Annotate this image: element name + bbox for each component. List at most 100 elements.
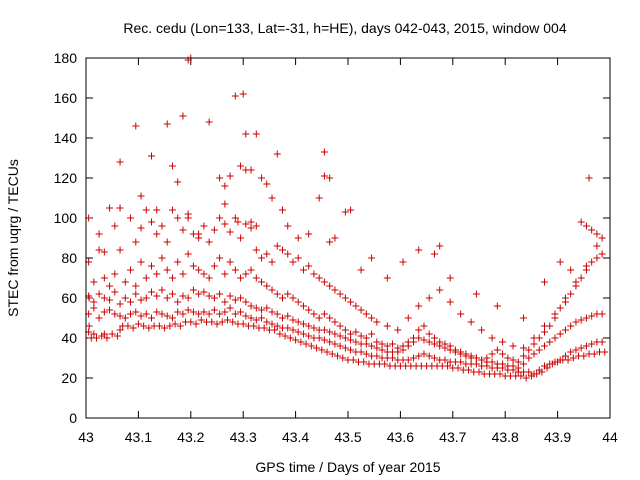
data-point	[598, 234, 606, 242]
data-point	[179, 310, 187, 318]
data-point	[360, 358, 368, 366]
data-point	[168, 314, 176, 322]
data-point	[95, 314, 103, 322]
data-point	[168, 274, 176, 282]
data-point	[441, 356, 449, 364]
data-point	[373, 352, 381, 360]
data-point	[134, 320, 142, 328]
data-point	[381, 360, 389, 368]
data-point	[530, 350, 538, 358]
data-point	[299, 320, 307, 328]
data-point	[362, 340, 370, 348]
data-point	[472, 360, 480, 368]
data-point	[263, 250, 271, 258]
data-point	[451, 346, 459, 354]
data-point	[373, 338, 381, 346]
data-point	[95, 290, 103, 298]
data-point	[252, 274, 260, 282]
data-point	[184, 214, 192, 222]
data-point	[90, 304, 98, 312]
data-point	[210, 306, 218, 314]
data-point	[100, 294, 108, 302]
data-point	[336, 322, 344, 330]
data-point	[148, 218, 155, 226]
data-point	[436, 286, 444, 294]
data-point	[404, 356, 412, 364]
data-point	[205, 274, 213, 282]
data-point	[588, 340, 596, 348]
data-point	[320, 148, 328, 156]
data-point	[378, 346, 386, 354]
plot-frame	[85, 57, 611, 419]
data-point	[281, 332, 289, 340]
data-point	[585, 174, 593, 182]
data-point	[373, 318, 381, 326]
data-point	[362, 350, 370, 358]
data-point	[284, 250, 292, 258]
data-point	[205, 310, 213, 318]
data-point	[444, 362, 452, 370]
data-point	[425, 338, 433, 346]
data-point	[252, 246, 260, 254]
data-point	[221, 220, 229, 228]
data-point	[239, 90, 247, 98]
data-point	[567, 348, 575, 356]
data-point	[514, 364, 522, 372]
data-point	[331, 340, 339, 348]
data-point	[289, 258, 297, 266]
data-point	[137, 192, 145, 200]
data-point	[561, 294, 569, 302]
data-point	[520, 352, 528, 360]
data-point	[530, 340, 538, 348]
data-point	[200, 308, 208, 316]
data-point	[127, 266, 135, 274]
data-point	[289, 326, 297, 334]
data-point	[305, 306, 313, 314]
y-tick-label: 20	[61, 370, 77, 386]
data-point	[221, 200, 229, 208]
data-point	[247, 314, 255, 322]
x-tick-label: 43.1	[125, 429, 152, 445]
data-point	[399, 258, 407, 266]
data-point	[121, 294, 129, 302]
y-tick-label: 40	[61, 330, 77, 346]
data-point	[100, 330, 108, 338]
data-point	[195, 266, 203, 274]
data-point	[163, 238, 171, 246]
data-point	[200, 288, 208, 296]
data-point	[142, 310, 150, 318]
data-point	[509, 342, 517, 350]
data-point	[247, 266, 255, 274]
data-point	[493, 346, 501, 354]
data-point	[210, 294, 218, 302]
data-point	[231, 266, 239, 274]
data-point	[320, 278, 328, 286]
data-point	[362, 310, 370, 318]
data-point	[252, 316, 260, 324]
data-point	[279, 294, 286, 302]
data-point	[410, 354, 417, 362]
data-point	[368, 342, 376, 350]
data-point	[541, 322, 548, 330]
data-point	[302, 340, 310, 348]
data-point	[582, 342, 590, 350]
data-point	[179, 270, 187, 278]
data-point	[205, 292, 213, 300]
data-point	[535, 366, 543, 374]
data-point	[349, 356, 357, 364]
data-point	[341, 344, 349, 352]
data-point	[163, 266, 171, 274]
data-point	[187, 318, 195, 326]
data-point	[216, 254, 224, 262]
data-point	[100, 248, 108, 256]
data-point	[347, 346, 355, 354]
data-point	[218, 318, 226, 326]
data-point	[541, 328, 548, 336]
data-point	[465, 366, 473, 374]
data-point	[341, 294, 349, 302]
data-point	[299, 330, 307, 338]
data-point	[577, 316, 585, 324]
data-point	[279, 246, 286, 254]
data-point	[184, 294, 192, 302]
x-tick-label: 43.4	[282, 429, 309, 445]
